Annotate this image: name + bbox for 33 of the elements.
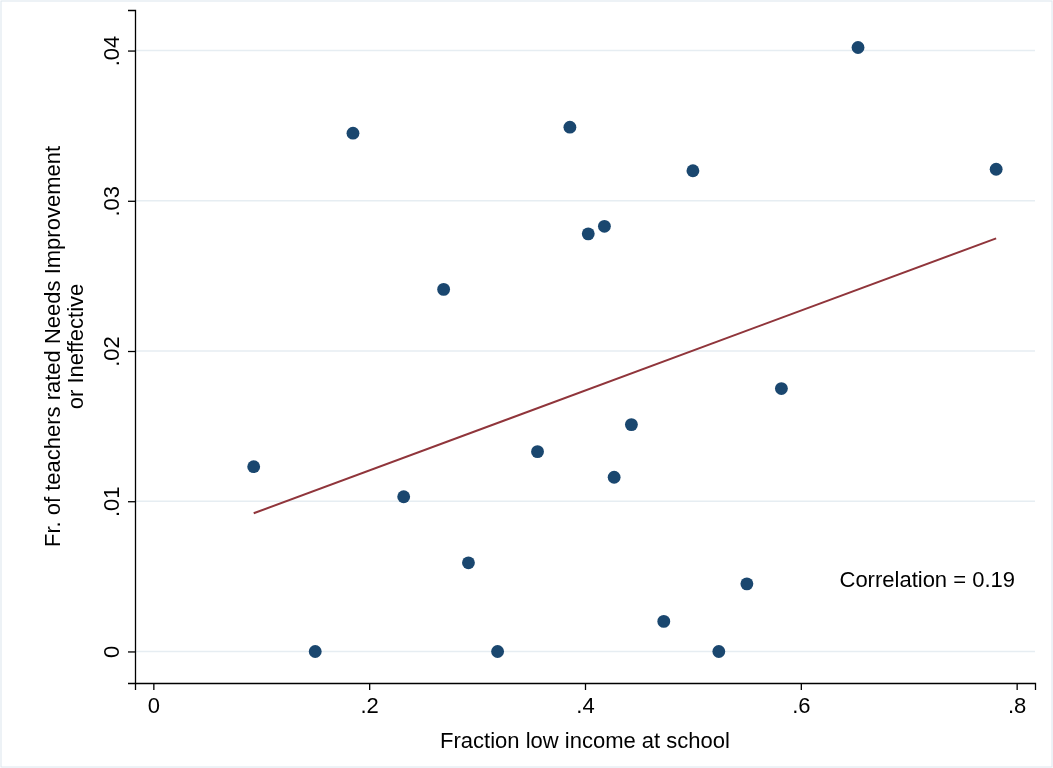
point	[308, 645, 322, 658]
y-tick-label: .03	[99, 185, 124, 217]
point	[774, 382, 788, 395]
y-tick-label: 0	[99, 645, 124, 659]
point	[686, 164, 700, 178]
point	[740, 577, 754, 591]
point	[581, 227, 595, 241]
point	[437, 282, 451, 296]
point	[531, 445, 544, 459]
x-tick-label: .4	[576, 692, 595, 718]
point	[657, 614, 671, 628]
x-tick-label: .2	[360, 692, 379, 718]
point	[397, 490, 411, 504]
point	[597, 219, 611, 233]
x-tick-label: .6	[792, 692, 811, 718]
annotation: Correlation = 0.19	[839, 567, 1015, 592]
x-tick-label: .8	[1007, 692, 1027, 718]
point	[462, 556, 475, 570]
x-tick-label: 0	[147, 692, 160, 718]
y-tick-label: .01	[99, 486, 124, 518]
y-tick-label: .04	[99, 35, 124, 67]
point	[712, 645, 726, 658]
point	[624, 418, 638, 432]
point	[346, 126, 360, 140]
y-tick-label: .02	[99, 336, 124, 367]
point	[491, 645, 505, 658]
point	[247, 460, 261, 474]
point	[851, 41, 865, 54]
point	[989, 162, 1003, 176]
x-axis-title: Fraction low income at school	[440, 728, 730, 753]
point	[607, 470, 621, 484]
point	[563, 120, 577, 134]
y-axis-title: Fr. of teachers rated Needs Improvement or Ineffective	[40, 145, 89, 548]
